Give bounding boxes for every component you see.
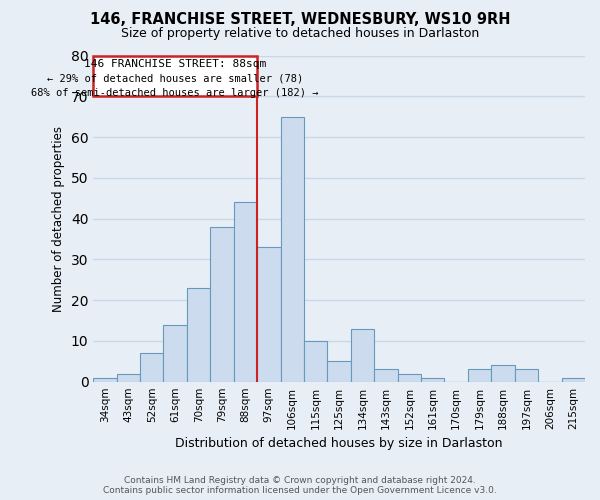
Bar — [515, 370, 538, 382]
Bar — [562, 378, 585, 382]
Bar — [398, 374, 421, 382]
Text: Size of property relative to detached houses in Darlaston: Size of property relative to detached ho… — [121, 28, 479, 40]
Bar — [374, 370, 398, 382]
Text: 68% of semi-detached houses are larger (182) →: 68% of semi-detached houses are larger (… — [31, 88, 319, 98]
Bar — [163, 324, 187, 382]
Bar — [140, 353, 163, 382]
Bar — [421, 378, 445, 382]
Bar — [187, 288, 211, 382]
Bar — [328, 362, 351, 382]
Bar — [234, 202, 257, 382]
Bar — [211, 226, 234, 382]
Bar — [351, 328, 374, 382]
Bar — [468, 370, 491, 382]
Bar — [491, 366, 515, 382]
Y-axis label: Number of detached properties: Number of detached properties — [52, 126, 65, 312]
Text: 146 FRANCHISE STREET: 88sqm: 146 FRANCHISE STREET: 88sqm — [84, 59, 266, 69]
X-axis label: Distribution of detached houses by size in Darlaston: Distribution of detached houses by size … — [175, 437, 503, 450]
Bar — [281, 116, 304, 382]
Bar — [257, 247, 281, 382]
Bar — [116, 374, 140, 382]
Text: ← 29% of detached houses are smaller (78): ← 29% of detached houses are smaller (78… — [47, 74, 304, 84]
Bar — [93, 378, 116, 382]
Text: Contains HM Land Registry data © Crown copyright and database right 2024.
Contai: Contains HM Land Registry data © Crown c… — [103, 476, 497, 495]
Text: 146, FRANCHISE STREET, WEDNESBURY, WS10 9RH: 146, FRANCHISE STREET, WEDNESBURY, WS10 … — [90, 12, 510, 28]
Bar — [304, 341, 328, 382]
Bar — [93, 56, 257, 96]
